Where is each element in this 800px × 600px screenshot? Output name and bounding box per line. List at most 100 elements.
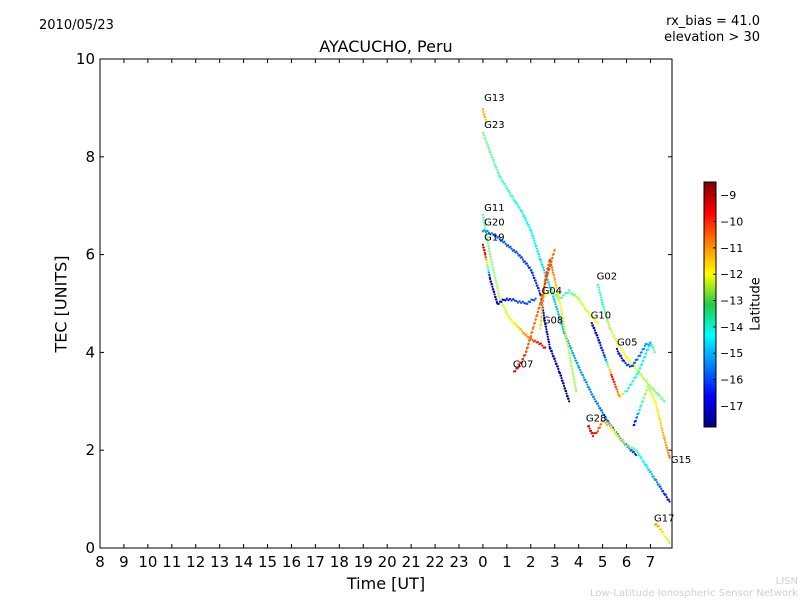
data-point xyxy=(503,306,506,309)
data-point xyxy=(597,404,600,408)
data-point xyxy=(667,498,670,501)
data-point xyxy=(571,352,575,355)
data-point xyxy=(544,322,547,326)
data-point xyxy=(555,362,558,365)
data-point xyxy=(504,242,507,245)
data-point xyxy=(545,330,549,333)
data-point xyxy=(483,229,486,232)
data-point xyxy=(559,318,562,321)
data-point xyxy=(661,397,664,400)
data-point xyxy=(640,404,643,407)
data-point xyxy=(662,533,665,536)
data-point xyxy=(558,301,562,304)
data-point xyxy=(568,351,571,354)
data-point xyxy=(509,245,512,248)
data-point xyxy=(632,364,635,367)
data-point xyxy=(611,375,614,378)
data-point xyxy=(634,376,638,379)
data-point xyxy=(535,247,538,250)
data-point xyxy=(632,379,635,382)
y-tick-label: 4 xyxy=(85,343,95,361)
data-point xyxy=(590,314,593,318)
data-point xyxy=(657,525,660,528)
data-point xyxy=(644,392,647,395)
data-point xyxy=(655,391,659,394)
data-point xyxy=(662,434,665,437)
data-point xyxy=(619,395,622,398)
data-point xyxy=(588,313,591,316)
data-point xyxy=(506,244,510,247)
data-point xyxy=(626,390,629,393)
data-point xyxy=(572,377,576,381)
x-tick-label: 19 xyxy=(354,553,373,571)
data-point xyxy=(563,294,566,297)
data-point xyxy=(561,312,564,315)
data-point xyxy=(485,261,488,264)
data-point xyxy=(665,446,669,449)
x-tick-label: 16 xyxy=(282,553,301,571)
data-point xyxy=(526,302,529,305)
data-point xyxy=(537,252,540,255)
x-tick-label: 1 xyxy=(502,553,512,571)
data-point xyxy=(652,397,655,400)
data-point xyxy=(604,311,607,314)
data-point xyxy=(534,242,537,245)
data-point xyxy=(570,364,573,368)
data-point xyxy=(482,219,485,222)
data-point xyxy=(496,289,500,292)
data-point xyxy=(664,441,667,444)
data-point xyxy=(504,299,507,302)
data-point xyxy=(655,481,659,484)
data-point xyxy=(573,357,577,360)
data-point xyxy=(589,429,593,432)
data-point xyxy=(531,330,534,334)
data-point xyxy=(528,226,531,229)
data-point xyxy=(587,311,590,314)
data-point xyxy=(554,281,557,284)
data-point xyxy=(571,370,574,373)
data-point xyxy=(668,454,671,457)
data-point xyxy=(590,321,593,325)
data-point xyxy=(486,229,489,233)
data-point xyxy=(607,366,610,369)
data-point xyxy=(498,296,501,300)
data-point xyxy=(559,374,563,377)
data-point xyxy=(518,254,521,257)
data-point xyxy=(510,247,513,250)
data-point xyxy=(484,136,487,139)
data-point xyxy=(593,318,596,321)
data-point xyxy=(580,371,583,374)
data-point xyxy=(636,451,639,454)
data-point xyxy=(515,201,518,204)
data-point xyxy=(652,475,655,478)
data-point xyxy=(521,212,524,215)
data-point xyxy=(525,262,528,265)
data-point xyxy=(589,390,592,394)
data-point xyxy=(622,351,626,354)
data-point xyxy=(559,320,563,323)
data-point xyxy=(541,263,544,267)
data-point xyxy=(577,296,580,299)
data-point xyxy=(486,263,489,266)
data-point xyxy=(497,292,500,295)
data-point xyxy=(483,249,486,252)
x-tick-label: 8 xyxy=(95,553,105,571)
data-point xyxy=(511,320,514,323)
x-tick-label: 3 xyxy=(550,553,560,571)
data-point xyxy=(563,387,567,390)
data-point xyxy=(553,357,556,360)
data-point xyxy=(542,295,545,299)
data-point xyxy=(516,204,519,207)
data-point xyxy=(550,291,553,294)
data-point xyxy=(521,300,524,303)
data-point xyxy=(596,402,599,405)
data-point xyxy=(663,400,666,403)
data-point xyxy=(582,376,585,379)
data-point xyxy=(542,314,545,317)
data-point xyxy=(490,153,493,157)
data-point xyxy=(495,298,498,301)
data-point xyxy=(525,350,528,353)
data-point xyxy=(538,255,541,258)
data-point xyxy=(652,387,655,391)
data-point xyxy=(619,354,623,357)
